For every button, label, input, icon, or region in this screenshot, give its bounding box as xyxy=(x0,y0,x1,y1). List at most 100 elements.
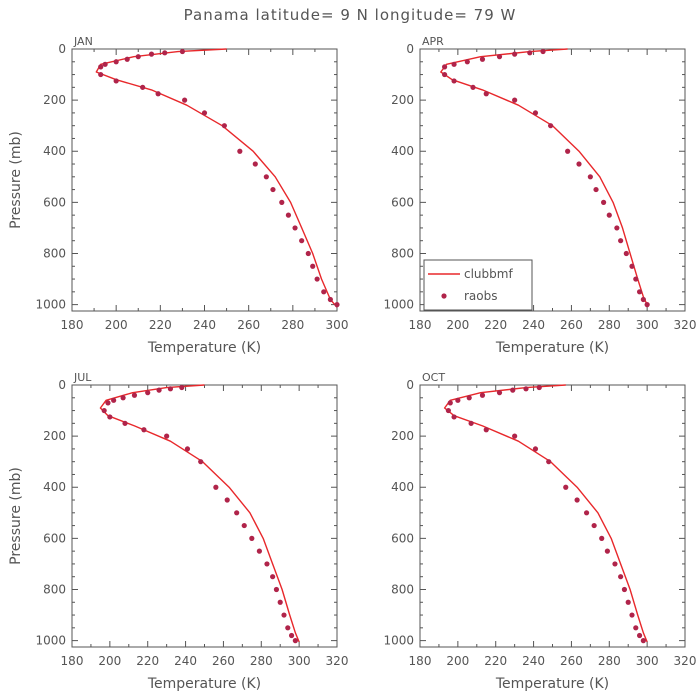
data-point-raobs-jan xyxy=(263,174,269,180)
y-tick-label-jan: 1000 xyxy=(35,298,66,312)
data-point-raobs-jul xyxy=(179,384,185,391)
data-point-raobs-jan xyxy=(102,61,108,67)
x-tick-label-apr: 260 xyxy=(560,318,583,332)
x-tick-label-oct: 260 xyxy=(560,654,583,668)
data-point-raobs-jul xyxy=(141,427,147,433)
data-point-raobs-oct xyxy=(574,497,580,503)
x-tick-label-jul: 240 xyxy=(174,654,197,668)
data-point-raobs-oct xyxy=(496,390,503,396)
data-point-raobs-jul xyxy=(164,433,170,439)
legend: clubbmf raobs xyxy=(423,259,533,311)
data-point-raobs-jan xyxy=(162,50,168,56)
x-tick-label-apr: 200 xyxy=(446,318,469,332)
x-tick-label-apr: 320 xyxy=(674,318,697,332)
y-tick-label-apr: 0 xyxy=(406,42,414,56)
x-tick-label-jan: 260 xyxy=(237,318,260,332)
data-point-raobs-apr xyxy=(548,123,554,129)
data-point-raobs-jul xyxy=(277,599,283,605)
y-tick-label-oct: 200 xyxy=(391,429,414,443)
panel-label-jul: JUL xyxy=(73,371,92,384)
legend-box xyxy=(423,259,533,311)
data-point-raobs-jan xyxy=(98,71,104,78)
panel-jan: JAN 180 200 220 240 260 280 300 0 200 400 600 800 100… xyxy=(8,35,348,356)
data-point-raobs-apr xyxy=(593,186,599,193)
data-point-raobs-apr xyxy=(451,61,457,67)
x-tick-label-oct: 240 xyxy=(522,654,545,668)
data-point-raobs-oct xyxy=(625,599,631,605)
data-point-raobs-jul xyxy=(105,400,111,406)
data-point-raobs-jan xyxy=(305,250,311,257)
plot-frame-oct xyxy=(419,384,686,648)
data-point-raobs-apr xyxy=(496,54,503,60)
y-axis-label-jul: Pressure (mb) xyxy=(8,467,24,565)
data-point-raobs-oct xyxy=(633,625,639,631)
y-tick-label-jul: 600 xyxy=(43,531,66,545)
x-tick-label-apr: 300 xyxy=(636,318,659,332)
data-point-raobs-jul xyxy=(288,632,295,639)
data-point-raobs-jan xyxy=(299,238,305,244)
data-point-raobs-jan xyxy=(155,91,161,97)
data-point-raobs-oct xyxy=(466,395,472,401)
data-point-raobs-oct xyxy=(510,387,516,393)
y-tick-label-apr: 400 xyxy=(391,144,414,158)
data-point-raobs-oct xyxy=(636,632,643,639)
x-tick-label-oct: 200 xyxy=(446,654,469,668)
x-tick-label-jul: 260 xyxy=(212,654,235,668)
data-point-raobs-jan xyxy=(124,56,130,62)
data-point-raobs-oct xyxy=(546,459,552,465)
y-tick-label-jan: 200 xyxy=(43,93,66,107)
data-point-raobs-oct xyxy=(612,561,618,567)
data-point-raobs-oct xyxy=(591,522,597,529)
y-tick-label-jan: 0 xyxy=(58,42,66,56)
x-tick-label-oct: 180 xyxy=(409,654,432,668)
data-point-raobs-jul xyxy=(256,548,262,554)
data-point-raobs-apr xyxy=(483,91,489,97)
data-point-raobs-jul xyxy=(167,386,174,392)
data-point-raobs-jan xyxy=(113,78,119,84)
data-point-raobs-oct xyxy=(468,420,474,426)
data-point-raobs-apr xyxy=(636,289,643,295)
panel-jul: JUL 180 200 220 240 260 280 300 320 0 200 400 600 800… xyxy=(8,371,348,692)
x-tick-label-jul: 300 xyxy=(288,654,311,668)
data-point-raobs-oct xyxy=(640,638,646,644)
x-tick-label-jan: 280 xyxy=(281,318,304,332)
figure-title: Panama latitude= 9 N longitude= 79 W xyxy=(184,6,517,24)
data-point-raobs-jul xyxy=(156,387,162,393)
data-point-raobs-oct xyxy=(451,414,457,420)
x-tick-label-jan: 180 xyxy=(61,318,84,332)
y-tick-label-apr: 1000 xyxy=(383,298,414,312)
legend-label-raobs: raobs xyxy=(464,289,498,303)
x-tick-label-oct: 300 xyxy=(636,654,659,668)
y-tick-label-oct: 600 xyxy=(391,531,414,545)
data-point-raobs-jan xyxy=(292,225,298,231)
x-tick-label-jan: 200 xyxy=(105,318,128,332)
data-point-raobs-oct xyxy=(583,510,590,516)
data-point-raobs-apr xyxy=(565,148,571,154)
data-point-raobs-jan xyxy=(310,263,316,269)
data-point-raobs-apr xyxy=(512,97,518,103)
data-point-raobs-jul xyxy=(224,497,230,503)
y-tick-label-oct: 0 xyxy=(406,378,414,392)
data-point-raobs-jan xyxy=(182,97,188,103)
data-point-raobs-apr xyxy=(464,59,470,65)
data-point-raobs-jan xyxy=(148,51,155,57)
data-point-raobs-oct xyxy=(599,535,605,541)
legend-label-clubbmf: clubbmf xyxy=(464,267,513,281)
y-tick-label-jan: 600 xyxy=(43,195,66,209)
plot-frame-jul xyxy=(71,384,338,648)
data-point-raobs-oct xyxy=(479,392,486,398)
data-point-raobs-apr xyxy=(576,161,582,167)
y-tick-label-jul: 200 xyxy=(43,429,66,443)
data-point-raobs-jul xyxy=(111,397,117,403)
data-point-raobs-jan xyxy=(279,199,285,205)
data-point-raobs-jul xyxy=(101,407,107,414)
data-point-raobs-oct xyxy=(621,586,628,593)
panel-oct: OCT 180 200 220 240 260 280 300 320 0 200 400 600 800… xyxy=(383,371,696,692)
x-tick-label-jul: 320 xyxy=(326,654,349,668)
x-tick-label-apr: 180 xyxy=(409,318,432,332)
data-point-raobs-jul xyxy=(264,561,270,567)
x-axis-label-oct: Temperature (K) xyxy=(495,676,609,692)
data-point-raobs-jan xyxy=(113,59,119,65)
x-axis-label-apr: Temperature (K) xyxy=(495,340,609,356)
data-point-raobs-jul xyxy=(249,535,255,541)
